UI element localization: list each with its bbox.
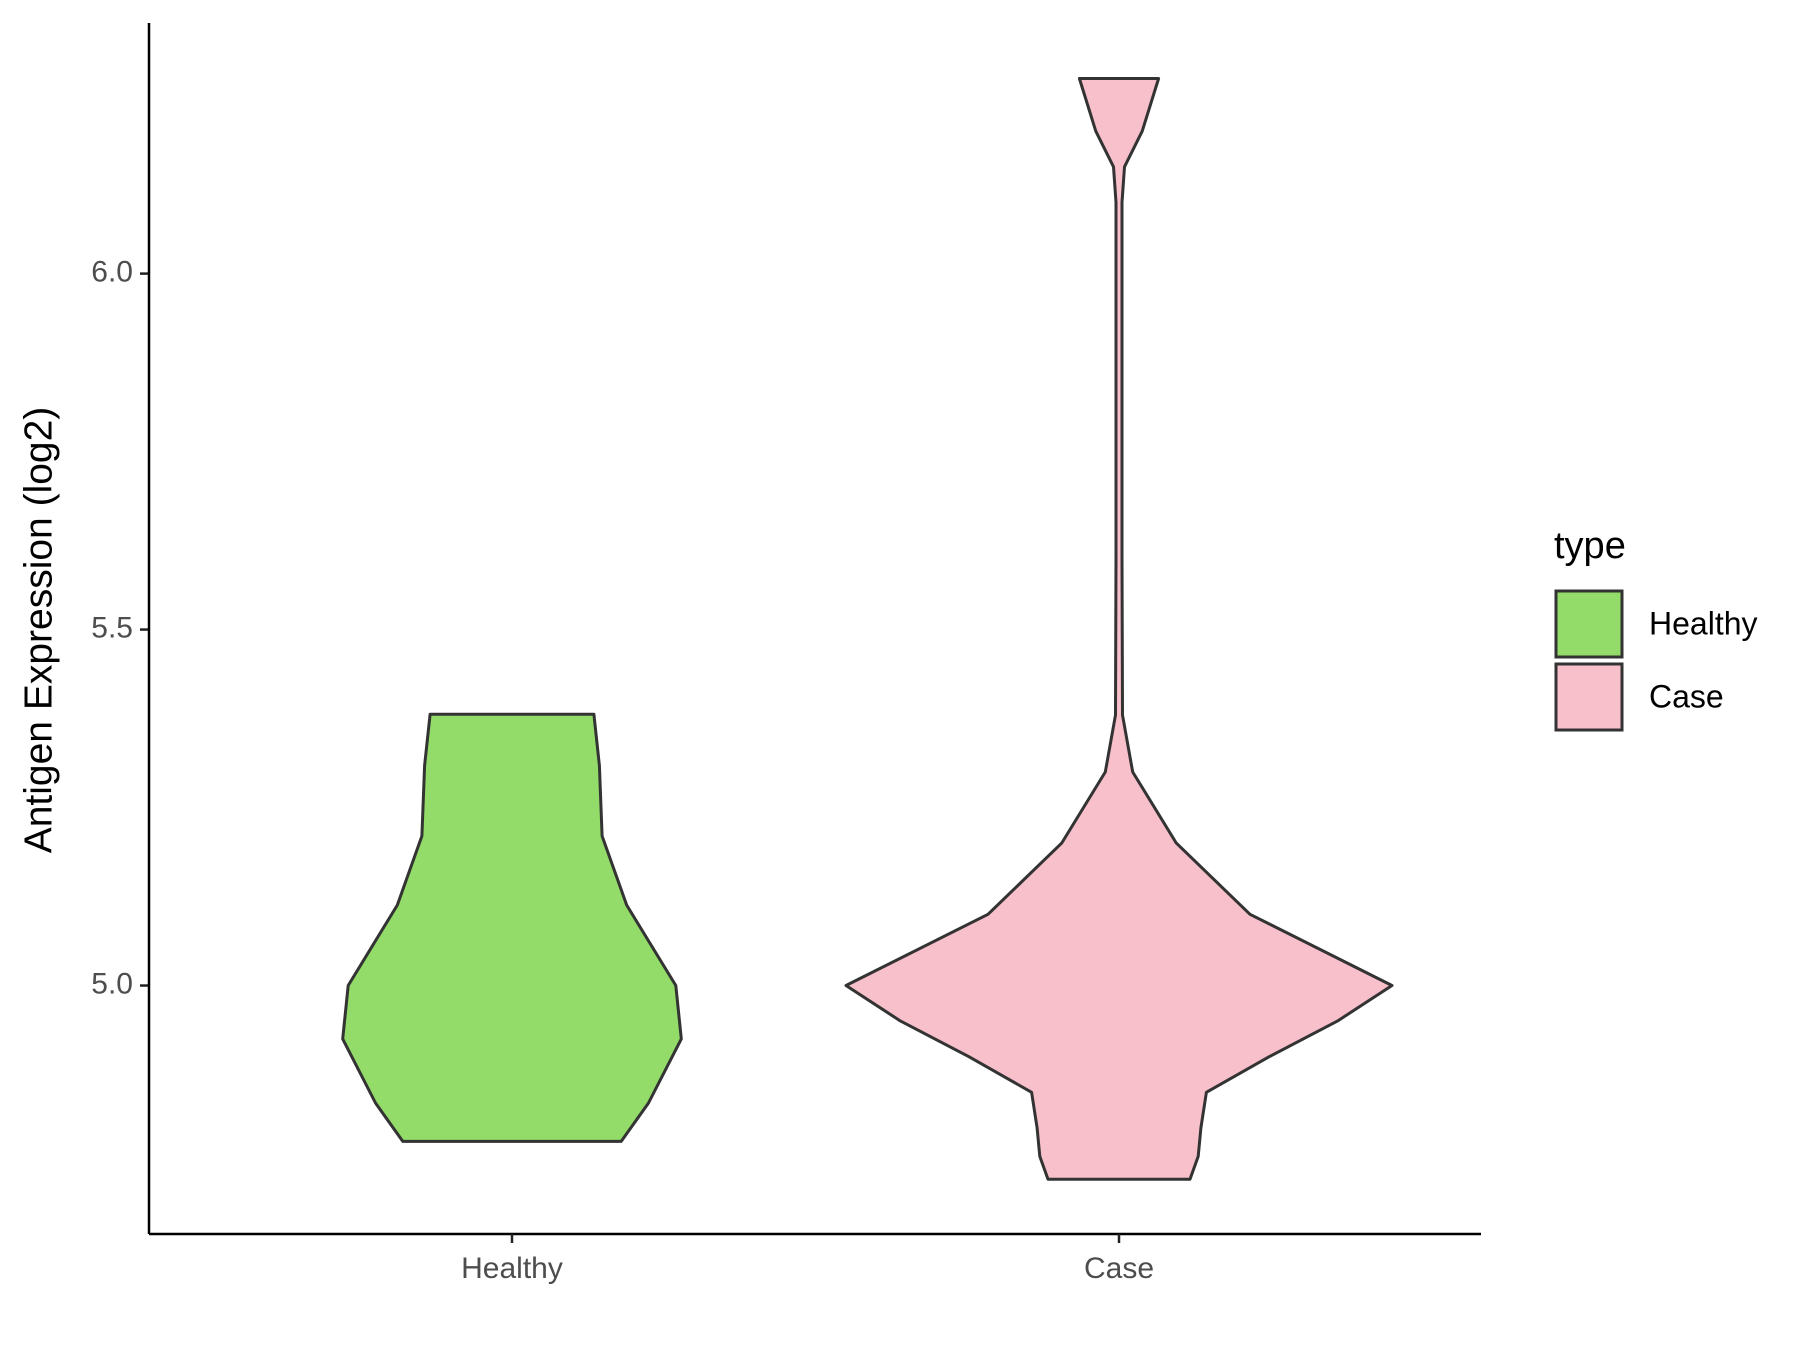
y-tick-label: 5.5 bbox=[91, 611, 133, 644]
legend-title: type bbox=[1554, 525, 1626, 567]
legend-key bbox=[1554, 662, 1624, 732]
y-tick-label: 6.0 bbox=[91, 256, 133, 289]
x-tick-label: Case bbox=[1084, 1252, 1154, 1285]
x-tick-label: Healthy bbox=[461, 1252, 563, 1285]
y-tick-label: 5.0 bbox=[91, 967, 133, 1000]
legend-label: Case bbox=[1649, 678, 1724, 714]
legend-label: Healthy bbox=[1649, 605, 1758, 641]
violin bbox=[341, 712, 683, 1143]
y-axis-title: Antigen Expression (log2) bbox=[17, 407, 60, 854]
legend-key bbox=[1554, 589, 1624, 659]
violin bbox=[844, 77, 1394, 1181]
